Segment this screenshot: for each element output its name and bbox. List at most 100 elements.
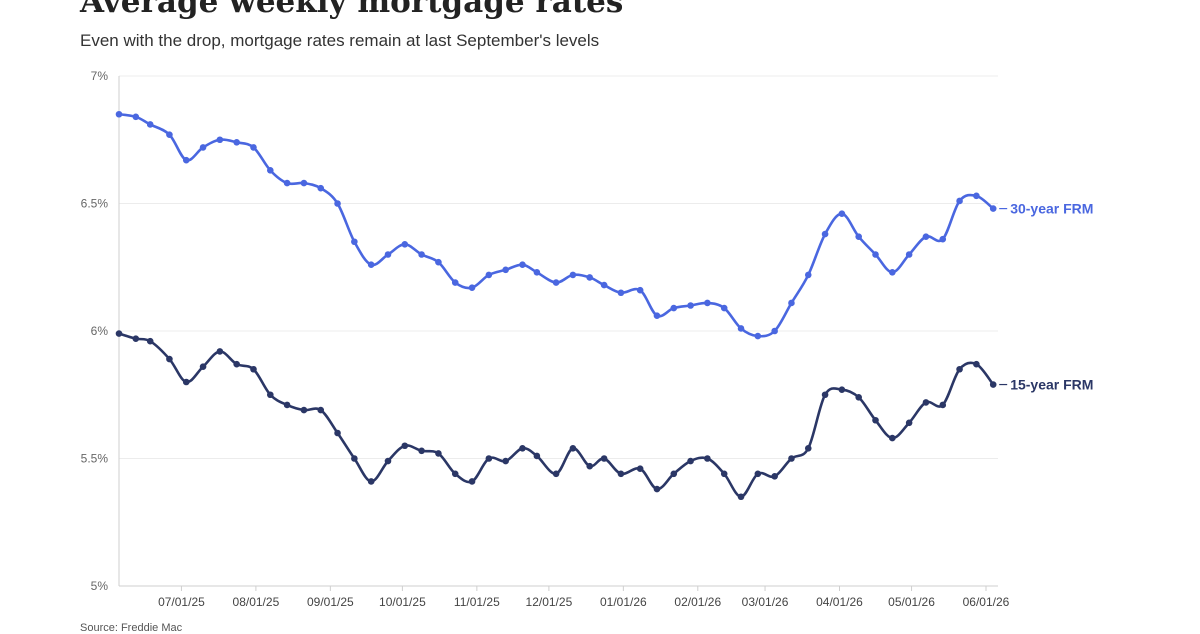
data-point-15-year-frm[interactable] [435, 450, 442, 457]
data-point-15-year-frm[interactable] [552, 470, 560, 478]
data-point-15-year-frm[interactable] [670, 470, 678, 478]
data-point-30-year-frm[interactable] [334, 200, 341, 207]
data-point-15-year-frm[interactable] [569, 445, 577, 452]
data-point-15-year-frm[interactable] [586, 462, 594, 470]
data-point-15-year-frm[interactable] [939, 401, 947, 409]
data-point-30-year-frm[interactable] [233, 139, 240, 146]
data-point-30-year-frm[interactable] [250, 144, 257, 151]
data-point-30-year-frm[interactable] [600, 281, 608, 289]
data-point-15-year-frm[interactable] [485, 455, 493, 462]
data-point-15-year-frm[interactable] [533, 452, 541, 460]
data-point-30-year-frm[interactable] [115, 110, 123, 118]
data-point-15-year-frm[interactable] [821, 391, 829, 399]
data-point-30-year-frm[interactable] [838, 210, 846, 217]
data-point-30-year-frm[interactable] [956, 197, 963, 205]
data-point-30-year-frm[interactable] [754, 332, 762, 340]
data-point-30-year-frm[interactable] [146, 121, 154, 128]
data-point-30-year-frm[interactable] [989, 205, 997, 212]
data-point-15-year-frm[interactable] [367, 478, 375, 485]
data-point-30-year-frm[interactable] [132, 113, 140, 121]
data-point-15-year-frm[interactable] [905, 419, 913, 427]
data-point-15-year-frm[interactable] [653, 485, 661, 493]
data-point-15-year-frm[interactable] [872, 416, 879, 424]
data-point-15-year-frm[interactable] [519, 445, 526, 452]
data-point-30-year-frm[interactable] [384, 251, 392, 258]
data-point-15-year-frm[interactable] [199, 363, 207, 371]
data-point-15-year-frm[interactable] [502, 457, 509, 465]
data-point-30-year-frm[interactable] [788, 299, 795, 307]
data-point-15-year-frm[interactable] [989, 381, 997, 388]
data-point-15-year-frm[interactable] [250, 365, 257, 373]
data-point-30-year-frm[interactable] [737, 325, 745, 332]
data-point-15-year-frm[interactable] [617, 470, 625, 478]
data-point-15-year-frm[interactable] [216, 348, 224, 355]
data-point-30-year-frm[interactable] [872, 251, 879, 258]
data-point-30-year-frm[interactable] [435, 258, 442, 266]
data-point-15-year-frm[interactable] [401, 442, 409, 450]
data-point-30-year-frm[interactable] [569, 271, 577, 279]
data-point-30-year-frm[interactable] [418, 251, 425, 258]
data-point-15-year-frm[interactable] [838, 386, 846, 393]
data-point-30-year-frm[interactable] [216, 136, 224, 144]
data-point-30-year-frm[interactable] [586, 274, 594, 281]
data-point-15-year-frm[interactable] [166, 355, 173, 363]
data-point-30-year-frm[interactable] [720, 304, 728, 312]
data-point-15-year-frm[interactable] [451, 470, 459, 478]
data-point-30-year-frm[interactable] [905, 251, 913, 258]
data-point-30-year-frm[interactable] [821, 230, 829, 238]
data-point-15-year-frm[interactable] [334, 429, 341, 437]
data-point-15-year-frm[interactable] [804, 445, 812, 452]
data-point-30-year-frm[interactable] [351, 238, 358, 246]
data-point-15-year-frm[interactable] [855, 394, 862, 401]
data-point-30-year-frm[interactable] [533, 269, 541, 276]
data-point-15-year-frm[interactable] [754, 470, 762, 478]
data-point-30-year-frm[interactable] [468, 284, 476, 291]
data-point-30-year-frm[interactable] [552, 279, 560, 286]
data-point-15-year-frm[interactable] [300, 406, 308, 414]
data-point-15-year-frm[interactable] [115, 330, 123, 337]
data-point-30-year-frm[interactable] [804, 271, 812, 279]
data-point-30-year-frm[interactable] [317, 184, 325, 192]
data-point-30-year-frm[interactable] [670, 304, 678, 312]
data-point-30-year-frm[interactable] [367, 261, 375, 269]
data-point-15-year-frm[interactable] [956, 365, 963, 373]
data-point-15-year-frm[interactable] [636, 465, 644, 473]
data-point-15-year-frm[interactable] [233, 360, 240, 368]
data-point-15-year-frm[interactable] [704, 455, 711, 462]
data-point-30-year-frm[interactable] [889, 269, 896, 276]
data-point-15-year-frm[interactable] [283, 401, 291, 409]
data-point-15-year-frm[interactable] [771, 473, 778, 480]
data-point-15-year-frm[interactable] [973, 360, 980, 368]
data-point-30-year-frm[interactable] [166, 131, 173, 138]
data-point-15-year-frm[interactable] [132, 335, 140, 342]
data-point-15-year-frm[interactable] [418, 447, 425, 455]
data-point-15-year-frm[interactable] [788, 455, 795, 462]
data-point-15-year-frm[interactable] [384, 457, 392, 465]
data-point-30-year-frm[interactable] [401, 241, 409, 248]
data-point-15-year-frm[interactable] [267, 391, 274, 399]
data-point-30-year-frm[interactable] [771, 327, 778, 335]
data-point-30-year-frm[interactable] [939, 235, 947, 243]
data-point-30-year-frm[interactable] [502, 266, 509, 274]
data-point-15-year-frm[interactable] [687, 457, 694, 465]
data-point-30-year-frm[interactable] [704, 299, 711, 307]
data-point-30-year-frm[interactable] [855, 233, 862, 240]
data-point-15-year-frm[interactable] [182, 378, 190, 386]
data-point-30-year-frm[interactable] [485, 271, 493, 279]
data-point-15-year-frm[interactable] [737, 493, 745, 501]
data-point-15-year-frm[interactable] [146, 337, 154, 345]
data-point-15-year-frm[interactable] [922, 399, 930, 406]
data-point-15-year-frm[interactable] [351, 455, 358, 462]
data-point-30-year-frm[interactable] [922, 233, 930, 240]
data-point-30-year-frm[interactable] [519, 261, 526, 269]
data-point-15-year-frm[interactable] [468, 478, 476, 485]
data-point-30-year-frm[interactable] [973, 192, 980, 200]
data-point-15-year-frm[interactable] [600, 455, 608, 462]
data-point-30-year-frm[interactable] [267, 167, 274, 174]
data-point-15-year-frm[interactable] [720, 470, 728, 478]
data-point-15-year-frm[interactable] [317, 406, 325, 414]
data-point-30-year-frm[interactable] [182, 156, 190, 164]
data-point-30-year-frm[interactable] [687, 302, 694, 309]
data-point-30-year-frm[interactable] [300, 179, 308, 187]
data-point-30-year-frm[interactable] [199, 144, 207, 151]
